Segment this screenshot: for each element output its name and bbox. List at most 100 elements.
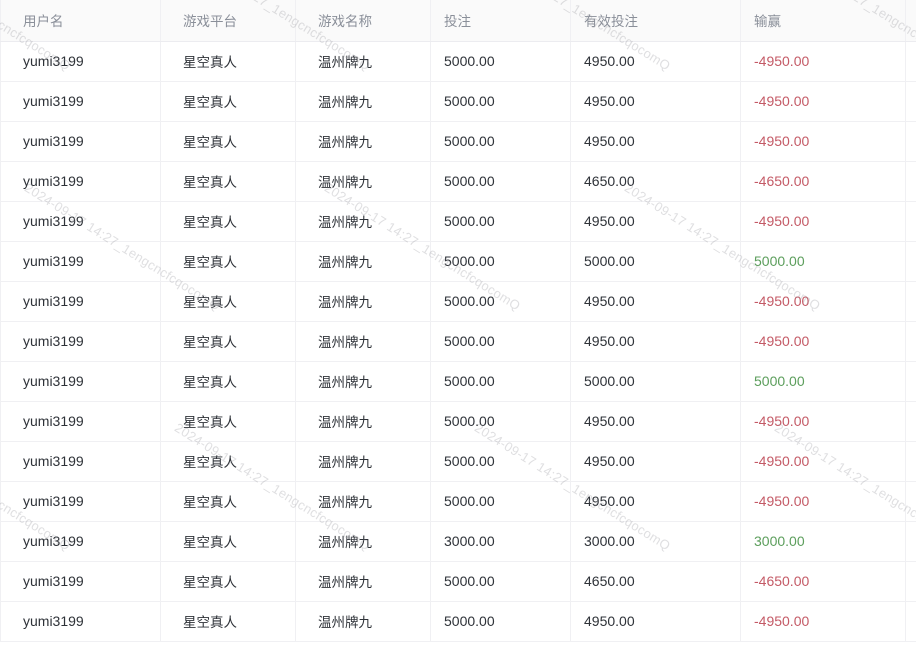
cell-valid-bet: 4950.00 — [570, 401, 741, 442]
cell-spacer — [905, 401, 916, 442]
table-row[interactable]: yumi3199 星空真人 温州牌九 5000.00 4650.00 -4650.00 — [0, 561, 916, 602]
cell-profit-loss: 5000.00 — [740, 361, 906, 402]
cell-game: 温州牌九 — [295, 481, 431, 522]
cell-game: 温州牌九 — [295, 121, 431, 162]
cell-profit-loss: -4950.00 — [740, 201, 906, 242]
cell-valid-bet: 4950.00 — [570, 481, 741, 522]
column-header-platform[interactable]: 游戏平台 — [160, 0, 296, 42]
table-row[interactable]: yumi3199 星空真人 温州牌九 5000.00 4650.00 -4650.00 — [0, 161, 916, 202]
cell-spacer — [905, 601, 916, 642]
column-header-username[interactable]: 用户名 — [0, 0, 161, 42]
cell-game: 温州牌九 — [295, 521, 431, 562]
cell-profit-loss: -4950.00 — [740, 601, 906, 642]
cell-game: 温州牌九 — [295, 201, 431, 242]
cell-game: 温州牌九 — [295, 561, 431, 602]
cell-username: yumi3199 — [0, 321, 161, 362]
column-header-profit-loss[interactable]: 输赢 — [740, 0, 906, 42]
cell-username: yumi3199 — [0, 401, 161, 442]
cell-username: yumi3199 — [0, 81, 161, 122]
cell-valid-bet: 3000.00 — [570, 521, 741, 562]
table-row[interactable]: yumi3199 星空真人 温州牌九 5000.00 4950.00 -4950.00 — [0, 41, 916, 82]
column-header-game[interactable]: 游戏名称 — [295, 0, 431, 42]
cell-spacer — [905, 41, 916, 82]
cell-platform: 星空真人 — [160, 41, 296, 82]
cell-valid-bet: 4950.00 — [570, 601, 741, 642]
cell-game: 温州牌九 — [295, 161, 431, 202]
cell-bet: 5000.00 — [430, 441, 571, 482]
cell-valid-bet: 4950.00 — [570, 81, 741, 122]
cell-platform: 星空真人 — [160, 321, 296, 362]
table-row[interactable]: yumi3199 星空真人 温州牌九 5000.00 4950.00 -4950.00 — [0, 321, 916, 362]
cell-bet: 3000.00 — [430, 521, 571, 562]
cell-spacer — [905, 201, 916, 242]
cell-bet: 5000.00 — [430, 601, 571, 642]
cell-profit-loss: -4950.00 — [740, 281, 906, 322]
table-header-row: 用户名 游戏平台 游戏名称 投注 有效投注 输赢 — [0, 0, 916, 42]
cell-username: yumi3199 — [0, 241, 161, 282]
cell-platform: 星空真人 — [160, 521, 296, 562]
cell-spacer — [905, 321, 916, 362]
cell-bet: 5000.00 — [430, 161, 571, 202]
column-header-spacer — [905, 0, 916, 42]
cell-platform: 星空真人 — [160, 441, 296, 482]
table-row[interactable]: yumi3199 星空真人 温州牌九 3000.00 3000.00 3000.00 — [0, 521, 916, 562]
table-row[interactable]: yumi3199 星空真人 温州牌九 5000.00 4950.00 -4950.00 — [0, 81, 916, 122]
cell-valid-bet: 4650.00 — [570, 161, 741, 202]
cell-valid-bet: 4950.00 — [570, 201, 741, 242]
cell-platform: 星空真人 — [160, 561, 296, 602]
cell-platform: 星空真人 — [160, 401, 296, 442]
cell-bet: 5000.00 — [430, 361, 571, 402]
cell-profit-loss: -4950.00 — [740, 41, 906, 82]
table-row[interactable]: yumi3199 星空真人 温州牌九 5000.00 5000.00 5000.00 — [0, 361, 916, 402]
table-row[interactable]: yumi3199 星空真人 温州牌九 5000.00 4950.00 -4950.00 — [0, 481, 916, 522]
cell-spacer — [905, 281, 916, 322]
cell-game: 温州牌九 — [295, 81, 431, 122]
cell-profit-loss: -4950.00 — [740, 121, 906, 162]
cell-spacer — [905, 441, 916, 482]
table-row[interactable]: yumi3199 星空真人 温州牌九 5000.00 4950.00 -4950.00 — [0, 601, 916, 642]
cell-bet: 5000.00 — [430, 201, 571, 242]
column-header-bet[interactable]: 投注 — [430, 0, 571, 42]
cell-platform: 星空真人 — [160, 201, 296, 242]
cell-valid-bet: 4950.00 — [570, 121, 741, 162]
cell-username: yumi3199 — [0, 161, 161, 202]
table-row[interactable]: yumi3199 星空真人 温州牌九 5000.00 4950.00 -4950.00 — [0, 441, 916, 482]
cell-spacer — [905, 521, 916, 562]
cell-spacer — [905, 481, 916, 522]
table-row[interactable]: yumi3199 星空真人 温州牌九 5000.00 4950.00 -4950.00 — [0, 201, 916, 242]
cell-game: 温州牌九 — [295, 601, 431, 642]
cell-profit-loss: -4950.00 — [740, 441, 906, 482]
cell-valid-bet: 4950.00 — [570, 41, 741, 82]
cell-spacer — [905, 561, 916, 602]
cell-game: 温州牌九 — [295, 241, 431, 282]
cell-valid-bet: 4950.00 — [570, 321, 741, 362]
column-header-valid-bet[interactable]: 有效投注 — [570, 0, 741, 42]
table-row[interactable]: yumi3199 星空真人 温州牌九 5000.00 5000.00 5000.00 — [0, 241, 916, 282]
cell-spacer — [905, 161, 916, 202]
table-row[interactable]: yumi3199 星空真人 温州牌九 5000.00 4950.00 -4950.00 — [0, 121, 916, 162]
cell-valid-bet: 5000.00 — [570, 241, 741, 282]
cell-game: 温州牌九 — [295, 41, 431, 82]
cell-profit-loss: -4650.00 — [740, 561, 906, 602]
cell-game: 温州牌九 — [295, 401, 431, 442]
table-row[interactable]: yumi3199 星空真人 温州牌九 5000.00 4950.00 -4950.00 — [0, 281, 916, 322]
cell-spacer — [905, 361, 916, 402]
cell-game: 温州牌九 — [295, 321, 431, 362]
cell-profit-loss: -4950.00 — [740, 401, 906, 442]
cell-username: yumi3199 — [0, 481, 161, 522]
cell-valid-bet: 5000.00 — [570, 361, 741, 402]
table-body: yumi3199 星空真人 温州牌九 5000.00 4950.00 -4950.00 yu… — [0, 41, 916, 642]
table-header: 用户名 游戏平台 游戏名称 投注 有效投注 输赢 — [0, 0, 916, 42]
cell-username: yumi3199 — [0, 41, 161, 82]
cell-username: yumi3199 — [0, 121, 161, 162]
cell-platform: 星空真人 — [160, 481, 296, 522]
cell-username: yumi3199 — [0, 521, 161, 562]
cell-bet: 5000.00 — [430, 121, 571, 162]
table-row[interactable]: yumi3199 星空真人 温州牌九 5000.00 4950.00 -4950.00 — [0, 401, 916, 442]
cell-bet: 5000.00 — [430, 401, 571, 442]
cell-game: 温州牌九 — [295, 361, 431, 402]
cell-spacer — [905, 121, 916, 162]
cell-username: yumi3199 — [0, 441, 161, 482]
